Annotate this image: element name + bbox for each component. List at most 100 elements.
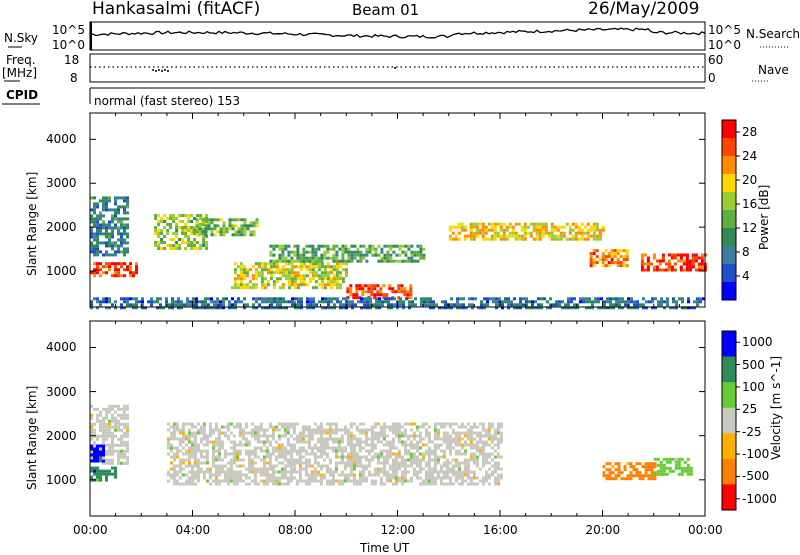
scatter-cell bbox=[308, 259, 312, 263]
scatter-cell bbox=[192, 300, 195, 304]
scatter-cell bbox=[99, 410, 102, 414]
scatter-cell bbox=[302, 256, 306, 260]
scatter-cell bbox=[484, 225, 488, 229]
scatter-cell bbox=[295, 461, 299, 465]
scatter-cell bbox=[204, 297, 207, 301]
scatter-cell bbox=[624, 300, 627, 304]
cpid-label: CPID bbox=[6, 88, 39, 102]
scatter-cell bbox=[517, 237, 521, 241]
scatter-cell bbox=[370, 284, 374, 288]
scatter-cell bbox=[454, 452, 458, 456]
scatter-cell bbox=[592, 237, 596, 241]
scatter-cell bbox=[117, 458, 120, 462]
scatter-cell bbox=[652, 265, 656, 269]
scatter-cell bbox=[602, 474, 606, 478]
scatter-cell bbox=[270, 306, 273, 310]
scatter-cell bbox=[323, 274, 327, 278]
scatter-cell bbox=[349, 284, 353, 288]
scatter-cell bbox=[424, 464, 428, 468]
scatter-cell bbox=[341, 259, 345, 263]
scatter-cell bbox=[202, 244, 206, 247]
scatter-cell bbox=[275, 259, 279, 263]
scatter-cell bbox=[450, 303, 453, 307]
scatter-cell bbox=[293, 274, 297, 278]
scatter-cell bbox=[238, 476, 242, 480]
scatter-cell bbox=[332, 259, 336, 263]
scatter-cell bbox=[308, 256, 312, 260]
scatter-cell bbox=[260, 283, 264, 287]
scatter-cell bbox=[265, 434, 269, 438]
scatter-cell bbox=[232, 461, 236, 465]
scatter-cell bbox=[418, 437, 422, 441]
scatter-cell bbox=[114, 422, 117, 426]
scatter-cell bbox=[126, 428, 129, 432]
scatter-cell bbox=[469, 455, 473, 459]
scatter-cell bbox=[196, 428, 200, 432]
scatter-cell bbox=[228, 306, 231, 310]
scatter-cell bbox=[335, 286, 339, 290]
scatter-cell bbox=[199, 425, 203, 429]
scatter-cell bbox=[286, 440, 290, 444]
power-panel-colorbar-swatch bbox=[722, 282, 736, 301]
scatter-cell bbox=[679, 265, 683, 269]
scatter-cell bbox=[195, 221, 199, 225]
scatter-cell bbox=[359, 259, 363, 263]
scatter-cell bbox=[700, 265, 704, 269]
scatter-cell bbox=[433, 422, 437, 426]
scatter-cell bbox=[472, 225, 476, 229]
scatter-cell bbox=[90, 466, 93, 470]
scatter-cell bbox=[615, 300, 618, 304]
scatter-cell bbox=[403, 461, 407, 465]
scatter-cell bbox=[310, 452, 314, 456]
scatter-cell bbox=[248, 268, 252, 272]
scatter-cell bbox=[340, 455, 344, 459]
scatter-cell bbox=[123, 404, 126, 408]
scatter-cell bbox=[96, 220, 99, 224]
scatter-cell bbox=[403, 422, 407, 426]
scatter-cell bbox=[96, 244, 99, 248]
scatter-cell bbox=[358, 446, 362, 450]
scatter-cell bbox=[283, 467, 287, 471]
scatter-cell bbox=[457, 434, 461, 438]
scatter-cell bbox=[363, 303, 366, 307]
scatter-cell bbox=[693, 300, 696, 304]
scatter-cell bbox=[348, 300, 351, 304]
scatter-cell bbox=[163, 220, 167, 223]
scatter-cell bbox=[123, 262, 126, 266]
scatter-cell bbox=[220, 425, 224, 429]
scatter-cell bbox=[123, 250, 126, 254]
scatter-cell bbox=[601, 255, 605, 259]
scatter-cell bbox=[172, 476, 176, 480]
scatter-cell bbox=[198, 306, 201, 310]
scatter-cell bbox=[472, 437, 476, 441]
scatter-cell bbox=[677, 457, 681, 461]
scatter-cell bbox=[471, 306, 474, 310]
scatter-cell bbox=[253, 473, 257, 477]
scatter-cell bbox=[466, 437, 470, 441]
scatter-cell bbox=[172, 452, 176, 456]
scatter-cell bbox=[293, 265, 297, 269]
scatter-cell bbox=[370, 482, 374, 486]
scatter-cell bbox=[384, 297, 387, 301]
scatter-cell bbox=[330, 297, 333, 301]
scatter-cell bbox=[373, 473, 377, 477]
scatter-cell bbox=[108, 469, 111, 473]
scatter-cell bbox=[275, 280, 279, 284]
scatter-cell bbox=[362, 253, 366, 257]
scatter-cell bbox=[289, 446, 293, 450]
scatter-cell bbox=[403, 458, 407, 462]
scatter-cell bbox=[251, 286, 255, 290]
scatter-cell bbox=[571, 237, 575, 241]
scatter-cell bbox=[93, 443, 96, 447]
scatter-cell bbox=[289, 458, 293, 462]
scatter-cell bbox=[195, 233, 199, 237]
scatter-cell bbox=[105, 452, 108, 456]
scatter-cell bbox=[99, 274, 102, 278]
scatter-cell bbox=[388, 440, 392, 444]
scatter-cell bbox=[547, 231, 551, 235]
scatter-cell bbox=[108, 196, 111, 200]
scatter-cell bbox=[187, 428, 191, 432]
scatter-cell bbox=[400, 479, 404, 483]
scatter-cell bbox=[236, 274, 240, 278]
scatter-cell bbox=[600, 306, 603, 310]
